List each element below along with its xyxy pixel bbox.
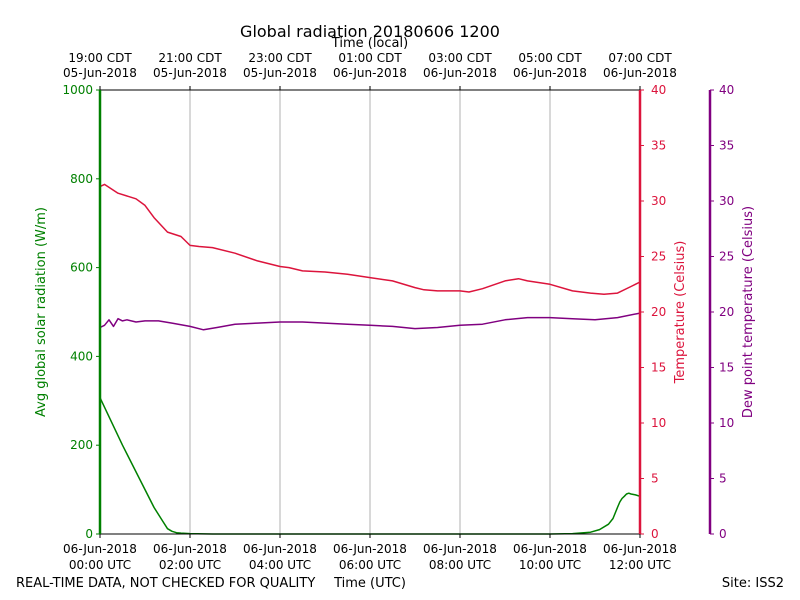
top-tick-time-0: 19:00 CDT [68,51,132,65]
top-tick-date-3: 06-Jun-2018 [333,66,407,80]
top-tick-date-5: 06-Jun-2018 [513,66,587,80]
dewpoint-tick-label-5: 25 [719,250,734,264]
radiation-tick-label-1: 200 [70,438,93,452]
bottom-tick-date-4: 06-Jun-2018 [423,542,497,556]
temperature-tick-label-4: 20 [651,305,666,319]
top-tick-date-0: 05-Jun-2018 [63,66,137,80]
top-tick-date-1: 05-Jun-2018 [153,66,227,80]
bottom-tick-date-1: 06-Jun-2018 [153,542,227,556]
dewpoint-tick-label-7: 35 [719,139,734,153]
bottom-tick-date-5: 06-Jun-2018 [513,542,587,556]
temperature-tick-label-7: 35 [651,139,666,153]
top-tick-time-1: 21:00 CDT [158,51,222,65]
temperature-tick-label-0: 0 [651,527,659,541]
tick-labels: 0200400600800100005101520253035400510152… [62,51,734,572]
axes [96,86,714,538]
temperature-axis-label: Temperature (Celsius) [673,241,688,385]
bottom-x-axis-label: Time (UTC) [333,576,406,591]
radiation-tick-label-3: 600 [70,261,93,275]
dewpoint-tick-label-6: 30 [719,194,734,208]
top-x-axis-label: Time (local) [331,36,408,51]
bottom-tick-time-0: 00:00 UTC [69,558,131,572]
top-tick-date-6: 06-Jun-2018 [603,66,677,80]
bottom-tick-time-4: 08:00 UTC [429,558,491,572]
radiation-tick-label-4: 800 [70,172,93,186]
temperature-tick-label-2: 10 [651,416,666,430]
bottom-tick-time-3: 06:00 UTC [339,558,401,572]
radiation-tick-label-5: 1000 [62,83,93,97]
temperature-tick-label-3: 15 [651,361,666,375]
temperature-tick-label-5: 25 [651,250,666,264]
temperature-tick-label-8: 40 [651,83,666,97]
dewpoint-tick-label-2: 10 [719,416,734,430]
bottom-tick-time-6: 12:00 UTC [609,558,671,572]
dewpoint-tick-label-8: 40 [719,83,734,97]
bottom-tick-time-2: 04:00 UTC [249,558,311,572]
dewpoint-tick-label-0: 0 [719,527,727,541]
bottom-tick-date-3: 06-Jun-2018 [333,542,407,556]
dewpoint-tick-label-4: 20 [719,305,734,319]
series-line-temperature [99,183,641,295]
top-tick-date-4: 06-Jun-2018 [423,66,497,80]
temperature-tick-label-6: 30 [651,194,666,208]
bottom-tick-date-2: 06-Jun-2018 [243,542,317,556]
bottom-tick-date-6: 06-Jun-2018 [603,542,677,556]
top-tick-time-5: 05:00 CDT [518,51,582,65]
radiation-tick-label-2: 400 [70,349,93,363]
grid-lines [189,90,551,534]
dewpoint-tick-label-3: 15 [719,361,734,375]
top-tick-time-3: 01:00 CDT [338,51,402,65]
site-label: Site: ISS2 [722,576,784,591]
radiation-axis-label: Avg global solar radiation (W/m) [34,207,49,417]
bottom-tick-date-0: 06-Jun-2018 [63,542,137,556]
bottom-tick-time-5: 10:00 UTC [519,558,581,572]
radiation-tick-label-0: 0 [85,527,93,541]
quality-disclaimer: REAL-TIME DATA, NOT CHECKED FOR QUALITY [16,576,315,591]
series-line-dewpoint [99,312,641,331]
temperature-tick-label-1: 5 [651,472,659,486]
dewpoint-tick-label-1: 5 [719,472,727,486]
top-tick-time-4: 03:00 CDT [428,51,492,65]
top-tick-time-2: 23:00 CDT [248,51,312,65]
top-tick-date-2: 05-Jun-2018 [243,66,317,80]
chart-title: Global radiation 20180606 1200 [240,22,500,41]
top-tick-time-6: 07:00 CDT [608,51,672,65]
dewpoint-axis-label: Dew point temperature (Celsius) [741,206,756,418]
bottom-tick-time-1: 02:00 UTC [159,558,221,572]
